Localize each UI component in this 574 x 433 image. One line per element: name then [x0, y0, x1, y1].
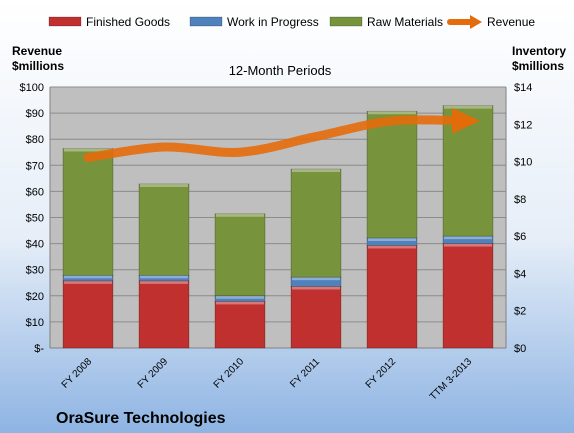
bar-highlight	[216, 213, 264, 217]
right-tick-label: $14	[514, 82, 532, 94]
bar-finished-goods	[214, 301, 266, 349]
left-tick-label: $70	[26, 160, 44, 172]
right-tick-label: $12	[514, 119, 532, 131]
bar-highlight	[368, 245, 416, 249]
left-axis-label-line1: Revenue	[12, 44, 62, 58]
left-tick-label: $20	[26, 291, 44, 303]
bar-highlight	[216, 301, 264, 305]
bar-highlight	[444, 105, 492, 109]
legend: Finished Goods Work in Progress Raw Materi…	[48, 15, 535, 29]
left-tick-label: $80	[26, 134, 44, 146]
company-name: OraSure Technologies	[56, 410, 226, 427]
bar-raw-materials	[138, 183, 190, 276]
right-axis-label-line2: $millions	[512, 59, 564, 73]
left-tick-label: $60	[26, 186, 44, 198]
legend-label-revenue: Revenue	[487, 15, 535, 29]
bar-highlight	[292, 277, 340, 281]
legend-label-work-in-progress: Work in Progress	[227, 15, 319, 29]
bar-finished-goods	[62, 280, 114, 349]
left-tick-label: $-	[34, 343, 44, 355]
revenue-line	[83, 115, 473, 162]
right-tick-label: $4	[514, 268, 526, 280]
bar-highlight	[444, 236, 492, 240]
bar-highlight	[64, 280, 112, 284]
bar-highlight	[64, 275, 112, 279]
left-tick-label: $90	[26, 108, 44, 120]
bar-finished-goods	[366, 245, 418, 349]
legend-swatch-raw-materials	[329, 16, 363, 27]
bar-highlight	[140, 275, 188, 279]
legend-label-raw-materials: Raw Materials	[367, 15, 443, 29]
legend-swatch-work-in-progress	[189, 16, 223, 27]
bar-raw-materials	[214, 213, 266, 297]
bar-finished-goods	[442, 243, 494, 349]
legend-label-finished-goods: Finished Goods	[86, 15, 170, 29]
left-axis-label-line2: $millions	[12, 59, 64, 73]
bar-raw-materials	[290, 168, 342, 278]
bar-highlight	[368, 111, 416, 115]
bar-highlight	[216, 295, 264, 299]
right-tick-label: $0	[514, 343, 526, 355]
bar-raw-materials	[442, 105, 494, 237]
right-tick-label: $8	[514, 194, 526, 206]
bar-raw-materials	[366, 110, 418, 239]
right-tick-label: $10	[514, 157, 532, 169]
legend-arrowhead	[470, 15, 482, 29]
bar-highlight	[444, 243, 492, 247]
right-tick-label: $6	[514, 231, 526, 243]
left-tick-label: $40	[26, 239, 44, 251]
left-tick-label: $50	[26, 213, 44, 225]
left-tick-label: $100	[20, 82, 44, 94]
bar-highlight	[292, 286, 340, 290]
right-tick-label: $2	[514, 306, 526, 318]
left-tick-label: $30	[26, 265, 44, 277]
bar-highlight	[292, 169, 340, 173]
bar-highlight	[64, 148, 112, 152]
bar-finished-goods	[290, 286, 342, 349]
left-tick-label: $10	[26, 317, 44, 329]
legend-swatch-finished-goods	[48, 16, 82, 27]
bar-raw-materials	[62, 148, 114, 276]
bar-highlight	[140, 280, 188, 284]
right-axis-label-line1: Inventory	[512, 44, 566, 58]
bar-highlight	[140, 183, 188, 187]
bar-highlight	[368, 238, 416, 242]
revenue-arrowhead	[452, 107, 480, 134]
bar-finished-goods	[138, 280, 190, 349]
chart-subtitle: 12-Month Periods	[229, 63, 332, 78]
